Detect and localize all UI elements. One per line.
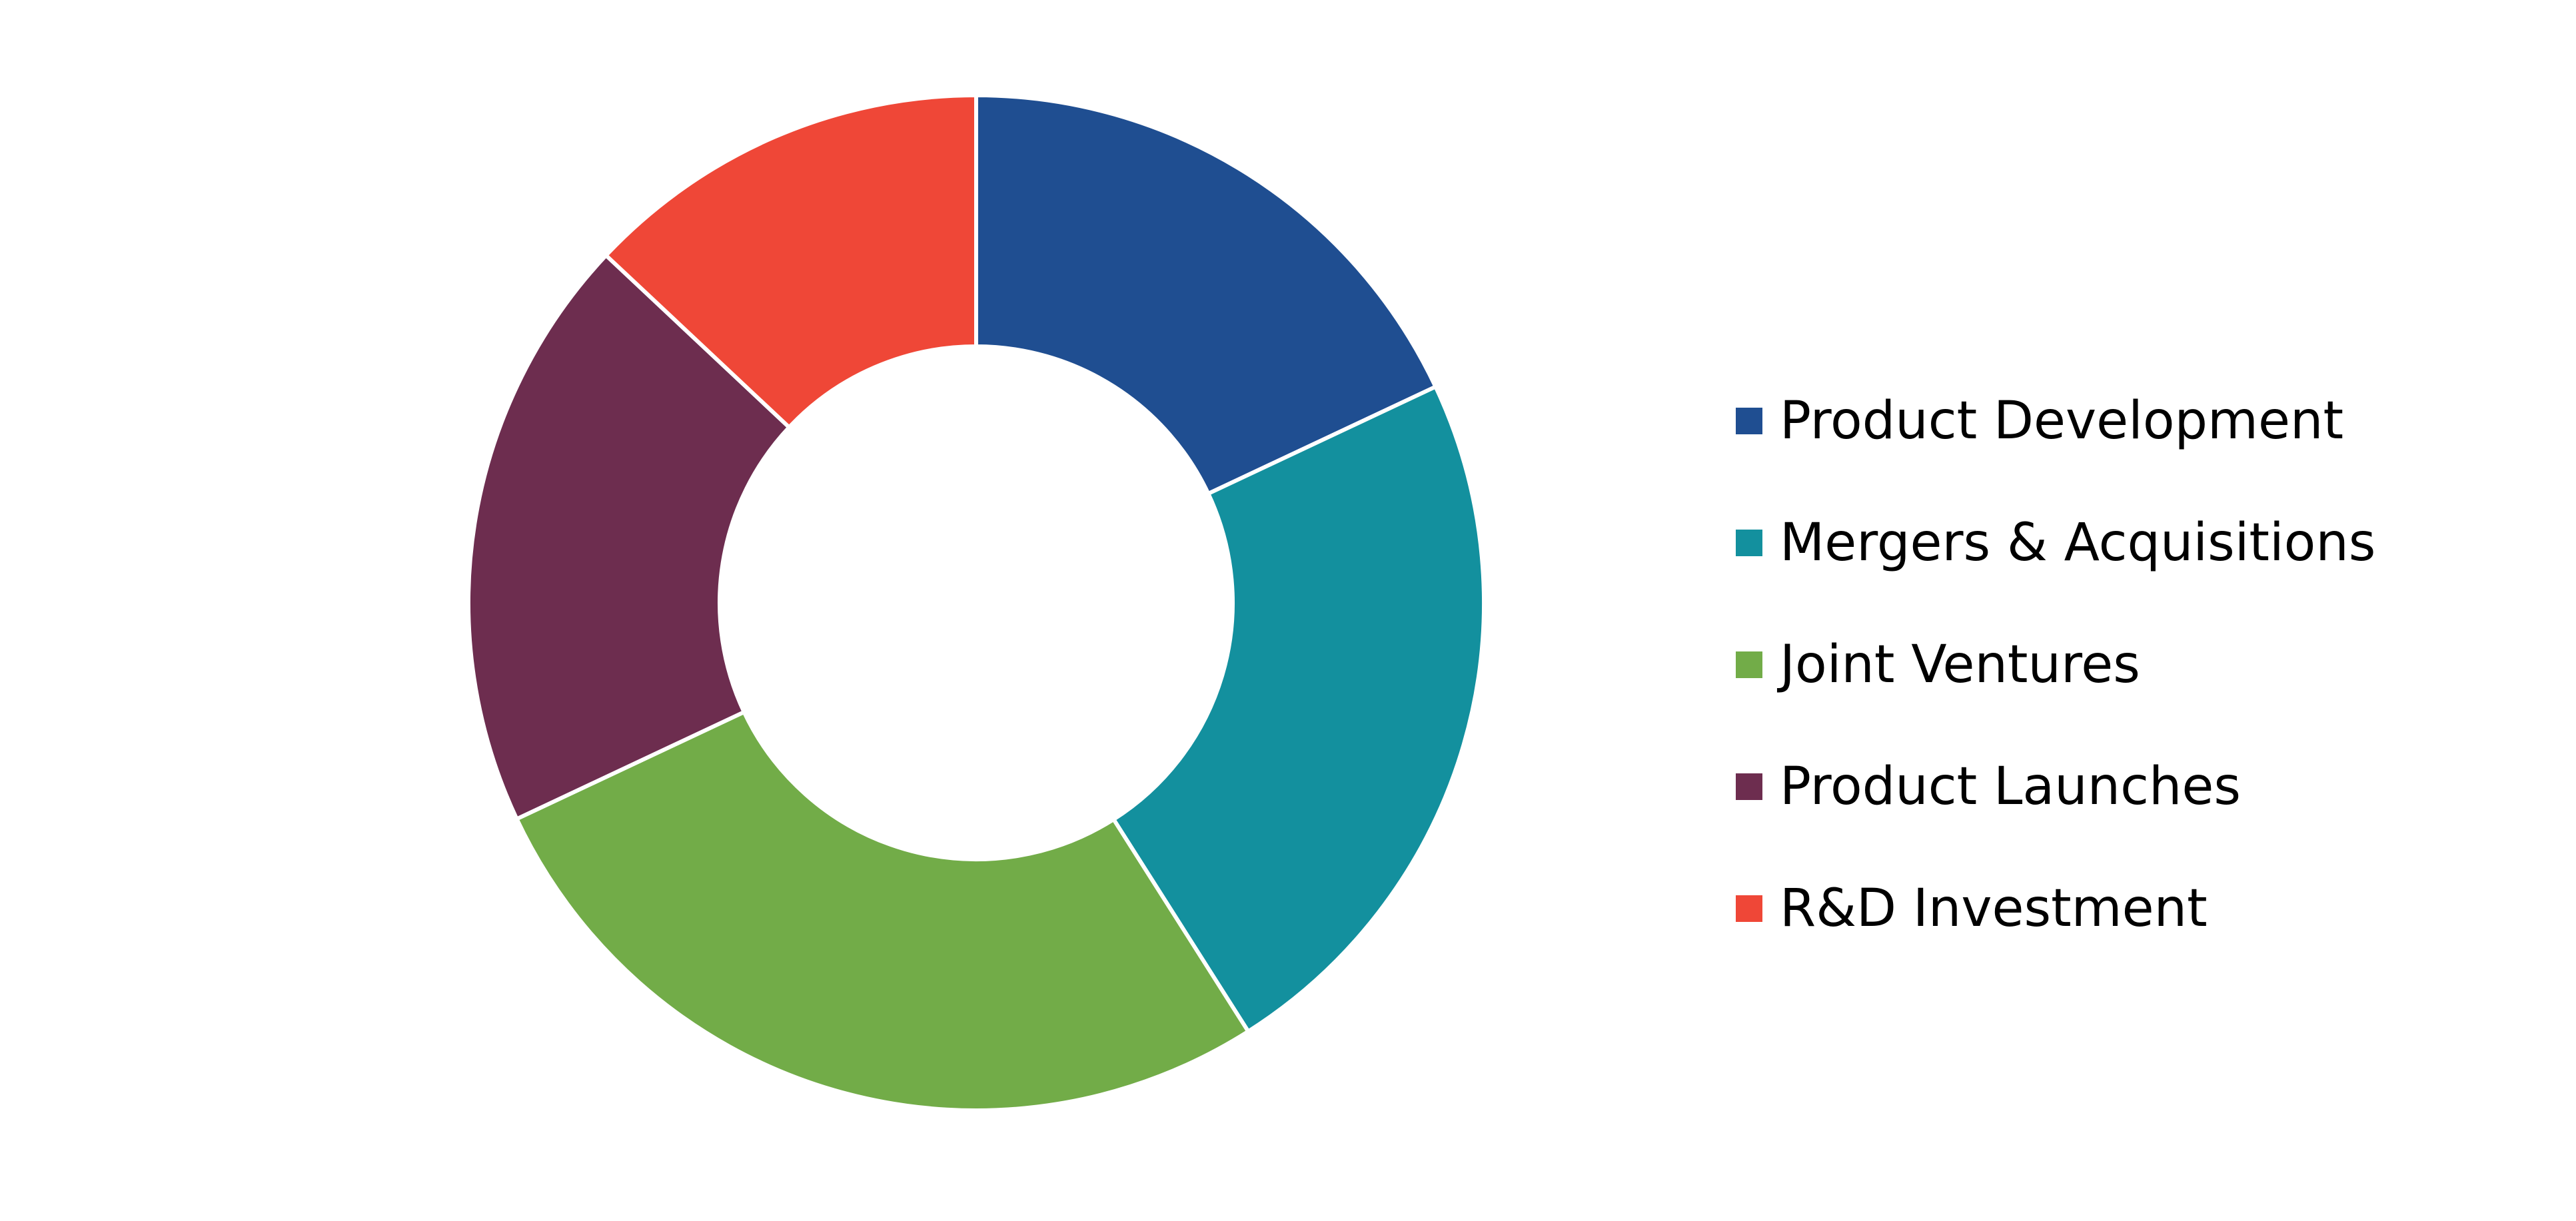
legend-swatch: [1736, 529, 1762, 556]
donut-slice-product-development: [974, 93, 1439, 497]
donut-slice-mergers-acquisitions: [1111, 384, 1486, 1034]
legend-item-joint-ventures: Joint Ventures: [1736, 604, 2375, 725]
legend-item-rd-investment: R&D Investment: [1736, 847, 2375, 969]
donut-slice-product-launches: [466, 252, 792, 822]
legend-item-mergers-acquisitions: Mergers & Acquisitions: [1736, 482, 2375, 604]
legend: Product Development Mergers & Acquisitio…: [1736, 360, 2375, 1000]
legend-swatch: [1736, 895, 1762, 922]
legend-label: R&D Investment: [1780, 878, 2208, 939]
legend-swatch: [1736, 651, 1762, 678]
donut-slice-joint-ventures: [514, 709, 1251, 1113]
legend-label: Product Launches: [1780, 756, 2242, 817]
legend-swatch: [1736, 773, 1762, 800]
legend-label: Product Development: [1780, 390, 2344, 451]
legend-item-product-launches: Product Launches: [1736, 725, 2375, 847]
legend-swatch: [1736, 407, 1762, 434]
legend-label: Mergers & Acquisitions: [1780, 512, 2376, 573]
legend-label: Joint Ventures: [1780, 634, 2140, 695]
donut-slice-r-d-investment: [603, 93, 978, 430]
legend-item-product-development: Product Development: [1736, 360, 2375, 482]
